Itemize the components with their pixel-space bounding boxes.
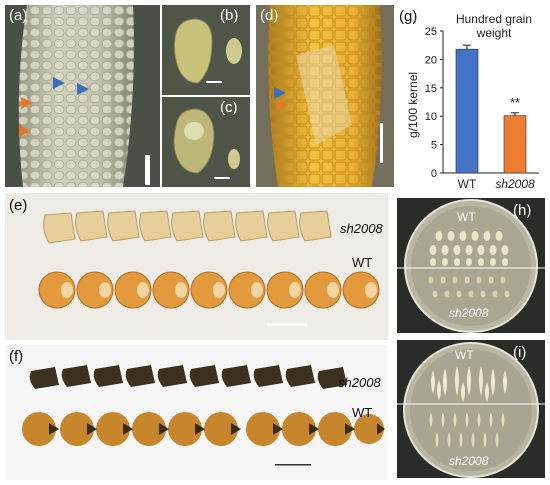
scale-bar-d [380, 123, 383, 163]
panel-label-g: (g) [399, 8, 418, 25]
panel-i: (i) WT sh2008 [397, 340, 545, 478]
panel-label-b: (b) [220, 7, 239, 24]
panel-label-d: (d) [260, 7, 279, 24]
bar-sh2008 [503, 115, 527, 174]
dish-label-mutant-i: sh2008 [449, 454, 489, 468]
orange-arrow-icon [19, 125, 31, 137]
y-tick-label: 0 [431, 168, 437, 180]
x-tick-label: WT [458, 177, 477, 190]
panel-h: (h) WT sh2008 [397, 198, 545, 333]
orange-arrow-icon [21, 97, 33, 109]
bar-chart: Hundred grain weight g/100 kernel 0 5 10 15… [406, 12, 539, 190]
y-tick-label: 20 [425, 54, 437, 66]
panel-b: (b) [162, 5, 250, 95]
panel-e: (e) sh2008 WT [5, 193, 388, 340]
chart-title-line-2: weight [476, 26, 512, 40]
significance-marker: ** [510, 95, 520, 110]
dish-label-wt-h: WT [457, 210, 476, 224]
y-tick-label: 5 [431, 140, 437, 152]
scale-bar-b [206, 81, 222, 83]
dish-label-wt-i: WT [455, 348, 474, 362]
row-label-mutant-e: sh2008 [340, 221, 383, 236]
kernel-rows-image-e [5, 193, 388, 340]
x-tick-label: sh2008 [495, 177, 535, 190]
bars: WT sh2008 ** [455, 44, 535, 190]
panel-label-f: (f) [9, 348, 24, 365]
dish-image-i [397, 340, 545, 478]
kernel-rows-image-f [5, 345, 388, 480]
y-tick-label: 15 [425, 83, 437, 95]
y-tick-label: 25 [425, 26, 437, 38]
scale-bar-e [267, 323, 307, 326]
kernel-image-c [162, 97, 250, 187]
ear-image-d [256, 5, 394, 187]
blue-arrow-icon [53, 77, 65, 89]
blue-arrow-icon [274, 87, 286, 99]
y-tick-label: 10 [425, 111, 437, 123]
chart-title: Hundred grain [456, 12, 532, 26]
panel-label-c: (c) [220, 99, 238, 116]
kernel-image-b [162, 5, 250, 95]
panel-label-h: (h) [513, 202, 532, 219]
scale-bar-a [145, 155, 150, 185]
y-axis-label: g/100 kernel [406, 72, 420, 138]
dish-image-h [397, 198, 545, 333]
panel-label-a: (a) [9, 7, 28, 24]
panel-label-i: (i) [513, 344, 527, 361]
orange-arrow-icon [276, 99, 288, 111]
row-label-mutant-f: sh2008 [338, 375, 381, 390]
panel-c: (c) [162, 97, 250, 187]
bar-wt [455, 48, 479, 174]
panel-a: (a) [5, 5, 160, 187]
dish-label-mutant-h: sh2008 [449, 306, 489, 320]
ear-image-a [5, 5, 160, 187]
row-label-wt-e: WT [352, 255, 373, 270]
blue-arrow-icon [77, 83, 89, 95]
scale-bar-f [275, 464, 311, 466]
panel-d: (d) [256, 5, 394, 187]
panel-f: (f) sh2008 WT [5, 345, 388, 480]
panel-g: (g) Hundred grain weight g/100 kernel 0 5… [397, 5, 547, 190]
row-label-wt-f: WT [352, 405, 373, 420]
panel-label-e: (e) [9, 197, 28, 214]
scale-bar-c [214, 177, 230, 179]
